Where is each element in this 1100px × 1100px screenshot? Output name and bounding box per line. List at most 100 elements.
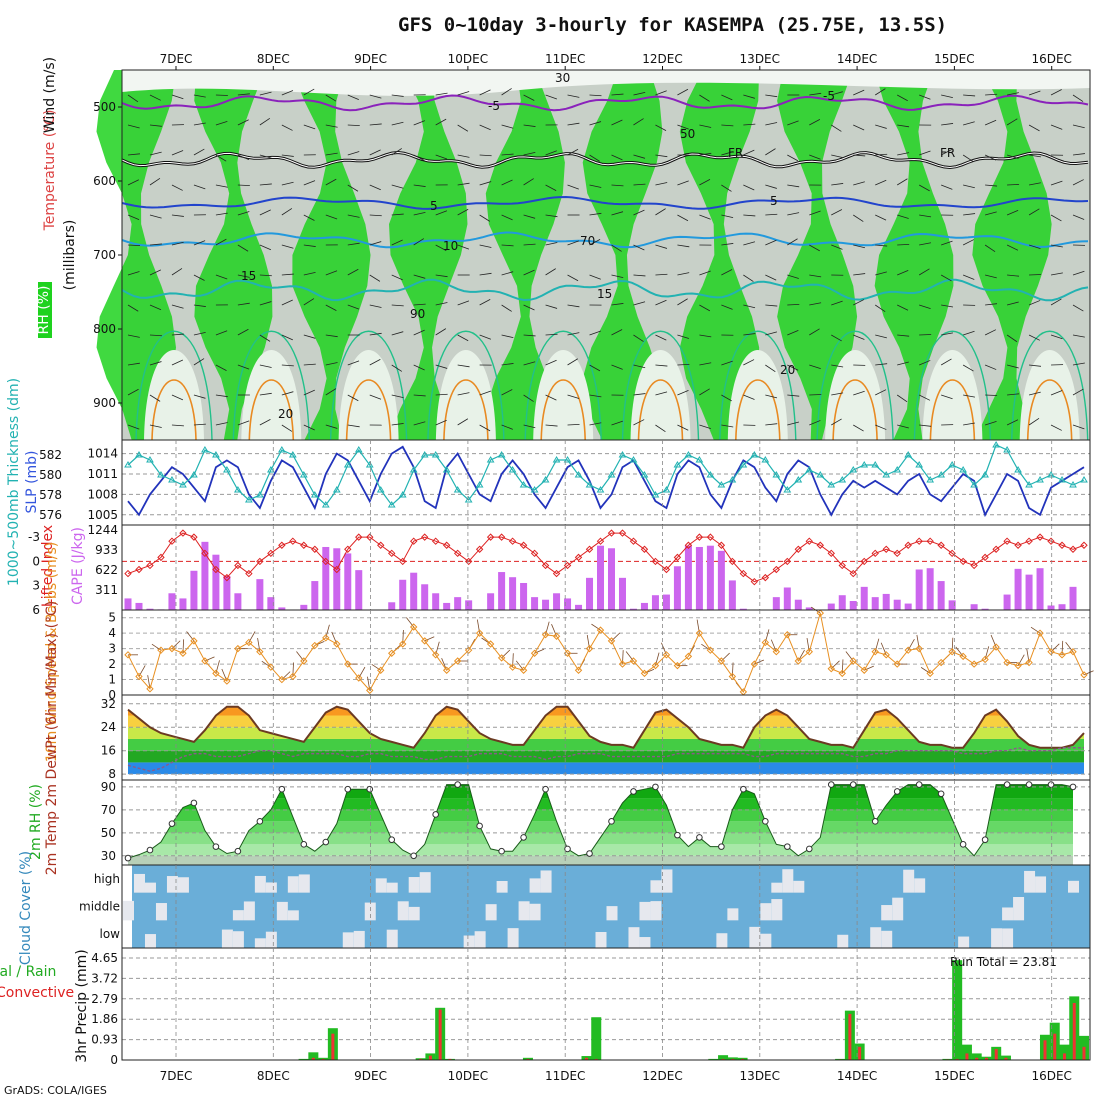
thickness-marker [728, 476, 737, 483]
temperature-contour-20 [719, 330, 797, 441]
cape-bar [684, 545, 692, 610]
wind-barb [237, 244, 249, 252]
rh-marker [740, 785, 747, 793]
wind-barb [501, 304, 512, 312]
cape-bar [553, 593, 561, 610]
wind-barb [875, 334, 887, 339]
wind-barb [611, 211, 624, 216]
wind-barb [633, 364, 646, 369]
wind-barb [413, 238, 425, 246]
lifted-index-marker [937, 541, 945, 549]
pressure-tick-label: 700 [93, 248, 116, 262]
cloud-gap-cell [661, 869, 673, 893]
wind-barb [193, 394, 206, 399]
wind-barb [501, 88, 512, 96]
wind-speed-marker [552, 632, 561, 640]
wind-barb [941, 394, 953, 400]
wind-barb [809, 118, 821, 126]
wind-barb [677, 124, 689, 130]
wind-barb [765, 423, 778, 426]
wind-barb [591, 623, 601, 631]
cape-bar [904, 603, 912, 610]
wind-barb [171, 359, 184, 366]
lifted-index-tick-label: 6 [32, 603, 40, 617]
lifted-index-marker [1036, 533, 1044, 541]
date-label-bottom: 10DEC [448, 1069, 488, 1083]
thickness-marker [739, 461, 748, 468]
thickness-marker [805, 466, 814, 473]
wind-barb [281, 364, 294, 367]
cape-bar [344, 553, 352, 610]
wind-barb [281, 181, 294, 186]
lifted-index-marker [761, 573, 770, 582]
wind-barb [809, 92, 822, 96]
pressure-tick-label: 600 [93, 174, 116, 188]
wind-barb [237, 184, 250, 186]
cape-bar [355, 570, 363, 610]
wind-barb [1072, 388, 1084, 396]
wind-barb [831, 364, 844, 368]
wind-barb [1028, 154, 1041, 158]
temperature-contour-25 [637, 379, 684, 441]
wind-barb [435, 154, 448, 160]
wind-barb [655, 244, 668, 249]
cape-bar [772, 597, 780, 610]
rh-marker [849, 781, 857, 788]
wind-barb [985, 211, 997, 216]
precip-convective-bar [975, 1057, 979, 1060]
cloud-gap-cell [837, 934, 849, 948]
wind-barb [501, 271, 514, 276]
wind-barb [325, 334, 338, 338]
slp-line [127, 445, 1085, 518]
rh-marker [124, 854, 132, 862]
wind-barb [567, 274, 579, 282]
cape-bar [651, 595, 659, 610]
wind-speed-marker [179, 649, 187, 657]
wind-barb [655, 182, 668, 186]
wind-barb [699, 424, 711, 430]
wind-barb [171, 94, 184, 100]
wind-barb [171, 394, 184, 401]
wind-barb [1028, 124, 1040, 132]
precip-convective-bar [741, 1058, 745, 1060]
lifted-index-marker [399, 557, 407, 566]
wind-barb [743, 149, 755, 156]
wind-barb [633, 244, 645, 251]
wind-speed-marker [201, 657, 209, 665]
lifted-index-marker [508, 537, 517, 545]
cloud-gap-cell [133, 873, 145, 893]
cloud-gap-cell [386, 882, 398, 893]
wind-barb [127, 271, 140, 276]
thickness-marker [179, 481, 187, 488]
wind-barb [677, 244, 690, 248]
wind-barb [721, 243, 734, 246]
wind-barb [545, 268, 556, 276]
wind-barb [655, 424, 666, 433]
contour-label: -5 [488, 99, 500, 113]
wind-barb [435, 244, 447, 252]
thickness-marker [255, 491, 264, 498]
wind-barb [534, 648, 545, 654]
wind-barb [875, 244, 888, 247]
cloud-gap-cell [991, 928, 1003, 948]
wind-barb [721, 304, 733, 310]
lifted-index-marker [464, 557, 473, 566]
wind-barb [809, 154, 821, 160]
wind-barb [369, 394, 382, 400]
wind-barb [853, 89, 865, 96]
lifted-index-marker [618, 529, 627, 537]
wind-barb [259, 117, 271, 126]
wind-barb [567, 424, 580, 426]
wind-barb [941, 184, 953, 190]
wind-barb [875, 389, 887, 396]
wind-barb [391, 274, 403, 281]
contour-label: 15 [241, 269, 256, 283]
wind-barb [721, 269, 733, 276]
wind-barb [677, 180, 689, 186]
lifted-index-marker [926, 537, 934, 545]
cloud-gap-cell [529, 878, 541, 893]
wind-barb [237, 302, 250, 306]
wind-barb [391, 94, 404, 97]
lifted-index-marker [311, 545, 319, 553]
wind-barb [479, 424, 491, 432]
